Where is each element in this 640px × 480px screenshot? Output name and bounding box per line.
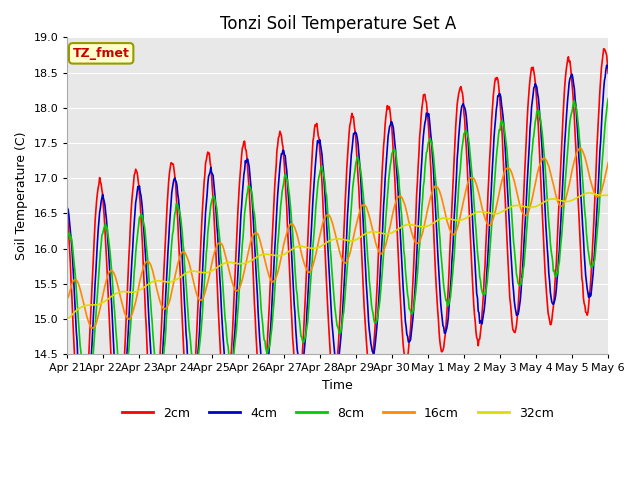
2cm [600, 46, 607, 52]
Line: 2cm: 2cm [67, 49, 608, 448]
8cm [383, 205, 390, 211]
32cm [586, 190, 593, 196]
X-axis label: Time: Time [323, 379, 353, 392]
2cm [330, 378, 338, 384]
8cm [604, 96, 612, 102]
4cm [206, 169, 214, 175]
Title: Tonzi Soil Temperature Set A: Tonzi Soil Temperature Set A [220, 15, 456, 33]
16cm [183, 253, 191, 259]
Y-axis label: Soil Temperature (C): Soil Temperature (C) [15, 132, 28, 260]
Line: 4cm: 4cm [67, 65, 608, 428]
16cm [577, 145, 584, 151]
16cm [604, 160, 612, 166]
16cm [330, 226, 338, 232]
Line: 32cm: 32cm [67, 193, 608, 318]
4cm [604, 65, 612, 71]
32cm [555, 197, 563, 203]
4cm [383, 154, 390, 160]
2cm [556, 191, 563, 196]
16cm [89, 325, 97, 331]
32cm [63, 315, 71, 321]
32cm [382, 231, 390, 237]
8cm [83, 396, 91, 401]
16cm [556, 202, 563, 208]
4cm [330, 343, 338, 349]
16cm [206, 269, 214, 275]
2cm [436, 339, 444, 345]
4cm [183, 339, 191, 345]
Text: TZ_fmet: TZ_fmet [73, 47, 130, 60]
32cm [435, 216, 443, 222]
2cm [206, 159, 214, 165]
4cm [556, 247, 563, 253]
8cm [556, 259, 563, 264]
4cm [436, 287, 444, 292]
32cm [330, 237, 337, 242]
8cm [63, 234, 71, 240]
8cm [436, 235, 444, 241]
4cm [63, 205, 71, 211]
32cm [205, 269, 213, 275]
2cm [383, 108, 390, 114]
32cm [182, 270, 190, 276]
8cm [330, 294, 338, 300]
16cm [383, 239, 390, 244]
16cm [63, 295, 71, 301]
2cm [183, 396, 191, 402]
2cm [63, 208, 71, 214]
Line: 8cm: 8cm [67, 99, 608, 398]
32cm [604, 192, 612, 198]
4cm [81, 425, 88, 431]
8cm [206, 207, 214, 213]
8cm [183, 292, 191, 298]
Legend: 2cm, 4cm, 8cm, 16cm, 32cm: 2cm, 4cm, 8cm, 16cm, 32cm [116, 402, 559, 424]
Line: 16cm: 16cm [67, 148, 608, 328]
16cm [436, 190, 444, 195]
4cm [603, 62, 611, 68]
2cm [79, 445, 86, 451]
2cm [604, 71, 612, 76]
